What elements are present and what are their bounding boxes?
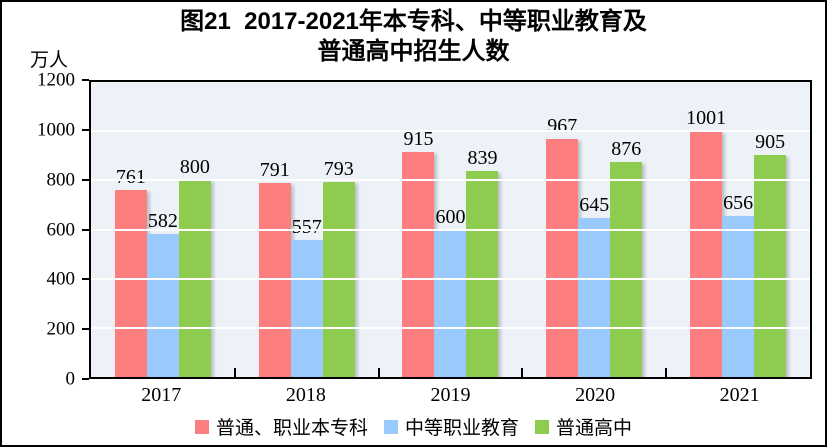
legend-item-0: 普通、职业本专科 [194,413,368,440]
legend-label-1: 中等职业教育 [404,418,519,439]
bar-series-1-2018: 557 [290,217,323,377]
x-axis-label-2021: 2021 [719,384,760,406]
bar-series-2-2019: 839 [466,148,499,377]
bar-value-label: 800 [179,156,210,179]
bar-series-0-2018: 791 [258,160,291,377]
bar-value-label: 876 [611,137,642,160]
bar-series-0-2019: 915 [402,129,435,377]
bar-series-1-2017: 582 [146,211,179,377]
bar-series-0-2017: 761 [114,167,147,377]
y-axis-tick-label: 1200 [37,69,75,91]
legend-label-2: 普通高中 [556,418,633,439]
bar-series-2-2021: 905 [754,132,787,377]
legend-item-2: 普通高中 [535,413,632,440]
x-axis-tick-mark [377,368,380,377]
y-axis-tick-mark [82,378,89,380]
x-axis-label-2020: 2020 [575,384,616,406]
bar-value-label: 967 [547,115,578,138]
bar-series-1-2019: 600 [434,207,467,377]
legend-swatch-2 [535,419,549,434]
y-axis-tick-label: 1000 [37,119,75,141]
x-axis-tick-mark [521,368,524,377]
bar-groups: 761 582 800 791 557 793 915 600 839 967 645 876 1001… [91,82,810,377]
y-axis-tick-mark [82,178,89,181]
x-axis-label-2018: 2018 [285,384,326,406]
y-axis-tick-label: 200 [46,318,76,340]
x-axis-label-2017: 2017 [141,384,182,406]
bar-group-2020: 967 645 876 [522,82,666,377]
y-axis: 0 200 400 600 800 1000 1200 [2,71,89,389]
legend-swatch-1 [383,419,398,434]
chart-title-line1: 图21 2017-2021年本专科、中等职业教育及 [180,8,647,35]
gridline [91,130,810,133]
legend-label-0: 普通、职业本专科 [215,418,368,439]
legend: 普通、职业本专科 中等职业教育 普通高中 [2,413,825,440]
bar-value-label: 557 [291,216,322,239]
bar-value-label: 656 [723,191,754,214]
x-axis-label-2019: 2019 [430,384,471,406]
y-axis-tick-mark [82,128,89,131]
bar-series-0-2021: 1001 [686,108,726,377]
gridline [91,326,810,329]
bar-group-2019: 915 600 839 [379,82,523,377]
y-axis-tick-label: 800 [46,169,76,191]
bar-value-label: 582 [147,209,178,232]
bar-value-label: 645 [579,194,610,217]
bar-value-label: 1001 [686,106,727,129]
x-axis-labels: 2017 2018 2019 2020 2021 [89,384,812,407]
bar-value-label: 915 [403,128,434,151]
bar-series-0-2020: 967 [546,116,579,377]
bar-group-2021: 1001 656 905 [666,82,810,377]
bar-value-label: 600 [435,205,466,228]
bar-value-label: 761 [115,165,146,188]
legend-item-1: 中等职业教育 [383,413,519,440]
legend-swatch-0 [194,419,209,434]
bar-series-1-2020: 645 [578,195,611,377]
bar-series-2-2020: 876 [610,139,643,377]
x-axis-tick-mark [233,368,236,377]
gridline [91,179,810,182]
plot-area: 761 582 800 791 557 793 915 600 839 967 645 876 1001… [89,80,812,379]
y-axis-tick-mark [82,228,89,231]
bar-value-label: 905 [755,130,786,153]
y-axis-tick-mark [82,79,89,81]
x-axis-tick-mark [665,368,668,377]
bar-series-1-2021: 656 [722,193,755,377]
y-axis-tick-mark [82,278,89,281]
bar-value-label: 791 [259,158,290,181]
y-axis-tick-mark [82,328,89,331]
y-axis-tick-label: 400 [46,268,76,290]
y-axis-tick-label: 0 [65,368,76,390]
gridline [91,277,810,280]
gridline [91,228,810,231]
bar-value-label: 793 [323,158,354,181]
chart-title-line2: 普通高中招生人数 [317,38,510,65]
bar-value-label: 839 [467,146,498,169]
y-axis-tick-label: 600 [46,219,76,240]
y-axis-unit-label: 万人 [30,50,69,71]
chart-title: 图21 2017-2021年本专科、中等职业教育及 普通高中招生人数 [2,7,825,67]
